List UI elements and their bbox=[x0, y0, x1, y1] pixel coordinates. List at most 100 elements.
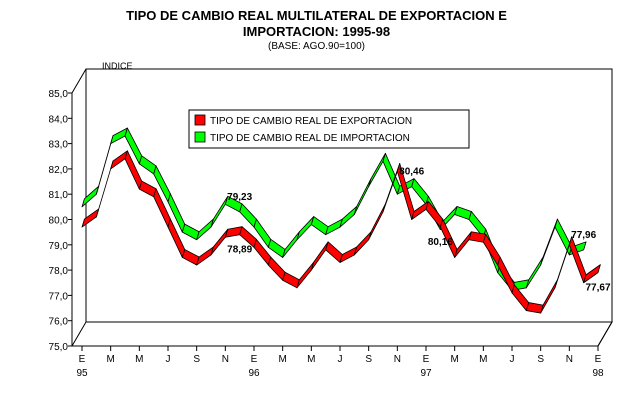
wall-edge bbox=[597, 321, 613, 347]
y-tick-label: 78,0 bbox=[49, 266, 69, 277]
x-tick-label: M bbox=[479, 354, 487, 365]
series-layer bbox=[81, 127, 601, 314]
x-tick-label: E bbox=[423, 354, 430, 365]
x-tick-label: E bbox=[595, 354, 602, 365]
ribbon-segment bbox=[224, 226, 243, 238]
y-tick-label: 85,0 bbox=[49, 89, 69, 100]
wall-edge bbox=[71, 68, 87, 94]
ribbon-segment bbox=[540, 279, 558, 314]
x-tick-label: S bbox=[365, 354, 372, 365]
ribbon-segment bbox=[239, 203, 257, 228]
ribbon-segment bbox=[296, 261, 315, 289]
chart-title-line-1: TIPO DE CAMBIO REAL MULTILATERAL DE EXPO… bbox=[126, 8, 507, 23]
ribbon-segment bbox=[181, 223, 200, 241]
ribbon-segment bbox=[138, 155, 157, 175]
ribbon-segment bbox=[310, 216, 329, 236]
y-tick-label: 80,0 bbox=[49, 216, 69, 227]
x-tick-label: S bbox=[537, 354, 544, 365]
y-axis-label: INDICE bbox=[102, 61, 133, 71]
y-tick-label: 84,0 bbox=[49, 114, 69, 125]
year-label: 95 bbox=[76, 368, 88, 379]
ribbon-segment bbox=[282, 231, 300, 258]
ribbon-segment bbox=[95, 160, 114, 218]
ribbon-segment bbox=[196, 246, 214, 266]
ribbon-segment bbox=[583, 264, 601, 284]
ribbon-segment bbox=[339, 206, 358, 228]
ribbon-segment bbox=[425, 200, 444, 228]
ribbon-segment bbox=[210, 195, 229, 228]
y-tick-label: 76,0 bbox=[49, 317, 69, 328]
ribbon-segment bbox=[267, 238, 286, 258]
ribbon-segment bbox=[482, 233, 501, 266]
year-label: 98 bbox=[592, 368, 604, 379]
ribbon-segment bbox=[411, 200, 429, 220]
y-tick-label: 77,0 bbox=[49, 291, 69, 302]
ribbon-segment bbox=[368, 203, 386, 241]
x-tick-label: J bbox=[510, 354, 515, 365]
ribbon-segment bbox=[267, 256, 286, 281]
ribbon-segment bbox=[282, 271, 300, 289]
year-label: 96 bbox=[248, 368, 260, 379]
ribbon-segment bbox=[454, 231, 472, 258]
ribbon-segment bbox=[310, 241, 329, 271]
data-label: 77,96 bbox=[571, 230, 596, 241]
x-tick-label: M bbox=[135, 354, 143, 365]
data-label: 78,89 bbox=[227, 245, 252, 256]
y-tick-label: 83,0 bbox=[49, 140, 69, 151]
labels-layer: 75,0 76,0 77,0 78,0 79,0 80,0 81,0 82,0 83,0 84,0… bbox=[49, 61, 611, 379]
data-label: 80,46 bbox=[399, 167, 424, 178]
x-tick-label: S bbox=[193, 354, 200, 365]
ribbon-segment bbox=[81, 208, 100, 228]
ribbon-segment bbox=[296, 216, 315, 241]
chart-frame bbox=[68, 68, 613, 351]
ribbon-segment bbox=[368, 152, 386, 188]
data-label: 79,23 bbox=[227, 192, 252, 203]
data-label: 80,16 bbox=[428, 237, 453, 248]
x-tick-label: M bbox=[450, 354, 458, 365]
ribbon-segment bbox=[525, 302, 544, 314]
ribbon-segment bbox=[540, 218, 558, 266]
ribbon-segment bbox=[353, 178, 372, 215]
series-0 bbox=[81, 150, 601, 314]
ribbon-segment bbox=[81, 185, 100, 208]
ribbon-segment bbox=[554, 218, 573, 256]
data-label: 77,67 bbox=[585, 283, 610, 294]
legend-label: TIPO DE CAMBIO REAL DE IMPORTACION bbox=[210, 133, 410, 144]
ribbon-segment bbox=[181, 249, 200, 266]
y-tick-label: 82,0 bbox=[49, 165, 69, 176]
ribbon-segment bbox=[196, 218, 214, 241]
ribbon-segment bbox=[353, 231, 372, 256]
ribbon-segment bbox=[110, 150, 128, 170]
chart-subtitle: (BASE: AGO.90=100) bbox=[268, 41, 365, 52]
x-tick-label: N bbox=[222, 354, 229, 365]
legend-box bbox=[188, 109, 470, 149]
ribbon-segment bbox=[325, 241, 343, 263]
y-tick-label: 79,0 bbox=[49, 241, 69, 252]
ribbon-segment bbox=[525, 256, 544, 289]
x-tick-label: M bbox=[307, 354, 315, 365]
chart-title-line-2: IMPORTACION: 1995-98 bbox=[242, 24, 391, 39]
year-label: 97 bbox=[420, 368, 432, 379]
legend-swatch bbox=[194, 114, 206, 126]
ribbon-segment bbox=[454, 206, 472, 220]
ribbon-segment bbox=[210, 228, 229, 256]
legend-swatch bbox=[194, 131, 206, 143]
x-tick-label: M bbox=[278, 354, 286, 365]
y-tick-label: 81,0 bbox=[49, 190, 69, 201]
ribbon-segment bbox=[411, 178, 429, 205]
legend: TIPO DE CAMBIO REAL DE EXPORTACION TIPO D… bbox=[188, 109, 470, 149]
legend-label: TIPO DE CAMBIO REAL DE EXPORTACION bbox=[210, 116, 412, 127]
x-tick-label: N bbox=[566, 354, 573, 365]
x-tick-label: E bbox=[251, 354, 258, 365]
x-tick-label: J bbox=[166, 354, 171, 365]
ribbon-segment bbox=[95, 135, 114, 195]
x-tick-label: E bbox=[79, 354, 86, 365]
floor bbox=[71, 321, 613, 347]
series-1 bbox=[81, 127, 587, 291]
y-tick-label: 75,0 bbox=[49, 342, 69, 353]
x-tick-label: M bbox=[106, 354, 114, 365]
x-tick-label: N bbox=[394, 354, 401, 365]
ribbon-segment bbox=[138, 180, 157, 198]
x-tick-label: J bbox=[338, 354, 343, 365]
